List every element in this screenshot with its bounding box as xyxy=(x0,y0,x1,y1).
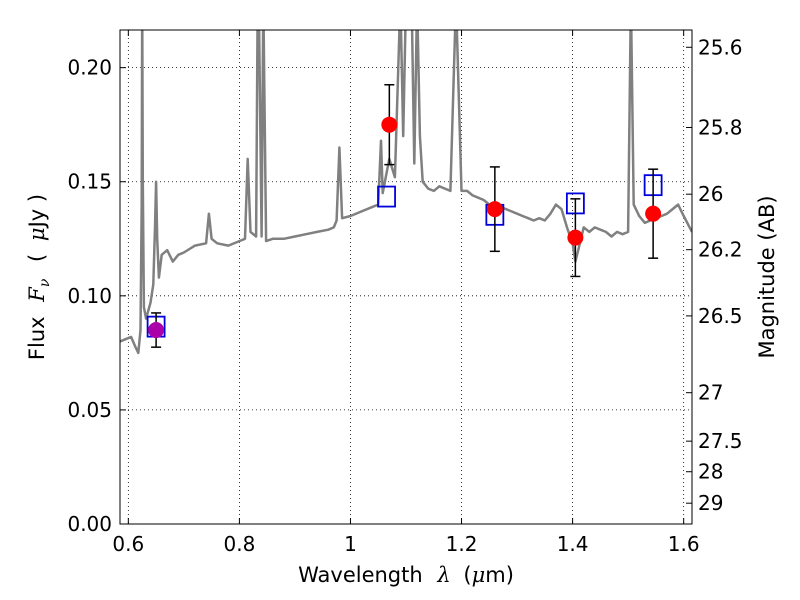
right-axis-tick-label: 29 xyxy=(698,491,723,515)
plot-background xyxy=(120,30,692,524)
right-axis-tick-label: 28 xyxy=(698,460,723,484)
observed-point xyxy=(148,322,165,339)
plot-frame xyxy=(119,29,693,525)
model-spectrum-line xyxy=(120,30,692,355)
x-tick-label: 1 xyxy=(344,532,357,556)
y-axis-label-unit-close: Jy ) xyxy=(25,194,49,230)
observed-point xyxy=(567,229,584,246)
y-axis-label-symbol: F xyxy=(25,286,49,303)
x-tick-label: 0.6 xyxy=(112,532,144,556)
right-axis-tick-label: 26.5 xyxy=(698,304,743,328)
right-axis-tick-label: 25.8 xyxy=(698,115,743,139)
axis-ticks: 0.6 0.8 1 1.2 1.4 1.6 0.00 0.05 0.10 0.15 0.20 25.6… xyxy=(67,30,743,556)
y-axis-label: Flux Fν ( μJy ) xyxy=(25,194,54,360)
right-axis-tick-label: 26 xyxy=(698,182,723,206)
model-spectrum-group xyxy=(120,30,692,355)
right-axis-tick-label: 27 xyxy=(698,381,723,405)
observed-point xyxy=(645,205,662,222)
x-tick-label: 1.4 xyxy=(557,532,589,556)
x-axis-label-unit-close: m) xyxy=(485,563,514,587)
right-axis-tick-label: 26.2 xyxy=(698,238,743,262)
y-tick-label: 0.00 xyxy=(67,512,112,536)
y-axis-label-unit-open: ( xyxy=(25,254,49,262)
y-tick-label: 0.05 xyxy=(67,398,112,422)
x-tick-label: 1.2 xyxy=(446,532,478,556)
x-tick-label: 0.8 xyxy=(223,532,255,556)
x-axis-label-symbol: λ xyxy=(436,563,450,587)
observed-point xyxy=(486,201,503,218)
x-axis-label: Wavelength λ (μm) xyxy=(298,563,514,587)
right-axis-tick-label: 27.5 xyxy=(698,429,743,453)
observed-points-group xyxy=(148,84,662,348)
right-axis-label: Magnitude (AB) xyxy=(755,195,779,358)
x-axis-label-text: Wavelength xyxy=(298,563,423,587)
model-point-square xyxy=(377,185,396,208)
x-axis-label-unit-open: ( xyxy=(463,563,471,587)
y-axis-label-subscript: ν xyxy=(37,278,53,287)
right-axis-tick-label: 25.6 xyxy=(698,35,743,59)
y-tick-label: 0.10 xyxy=(67,284,112,308)
observed-point xyxy=(381,116,398,133)
y-axis-label-unit-mu: μ xyxy=(25,227,49,241)
y-tick-label: 0.20 xyxy=(67,56,112,80)
x-axis-label-unit-mu: μ xyxy=(472,563,486,587)
y-axis-label-text: Flux xyxy=(25,316,49,360)
x-tick-label: 1.6 xyxy=(668,532,700,556)
y-tick-label: 0.15 xyxy=(67,170,112,194)
